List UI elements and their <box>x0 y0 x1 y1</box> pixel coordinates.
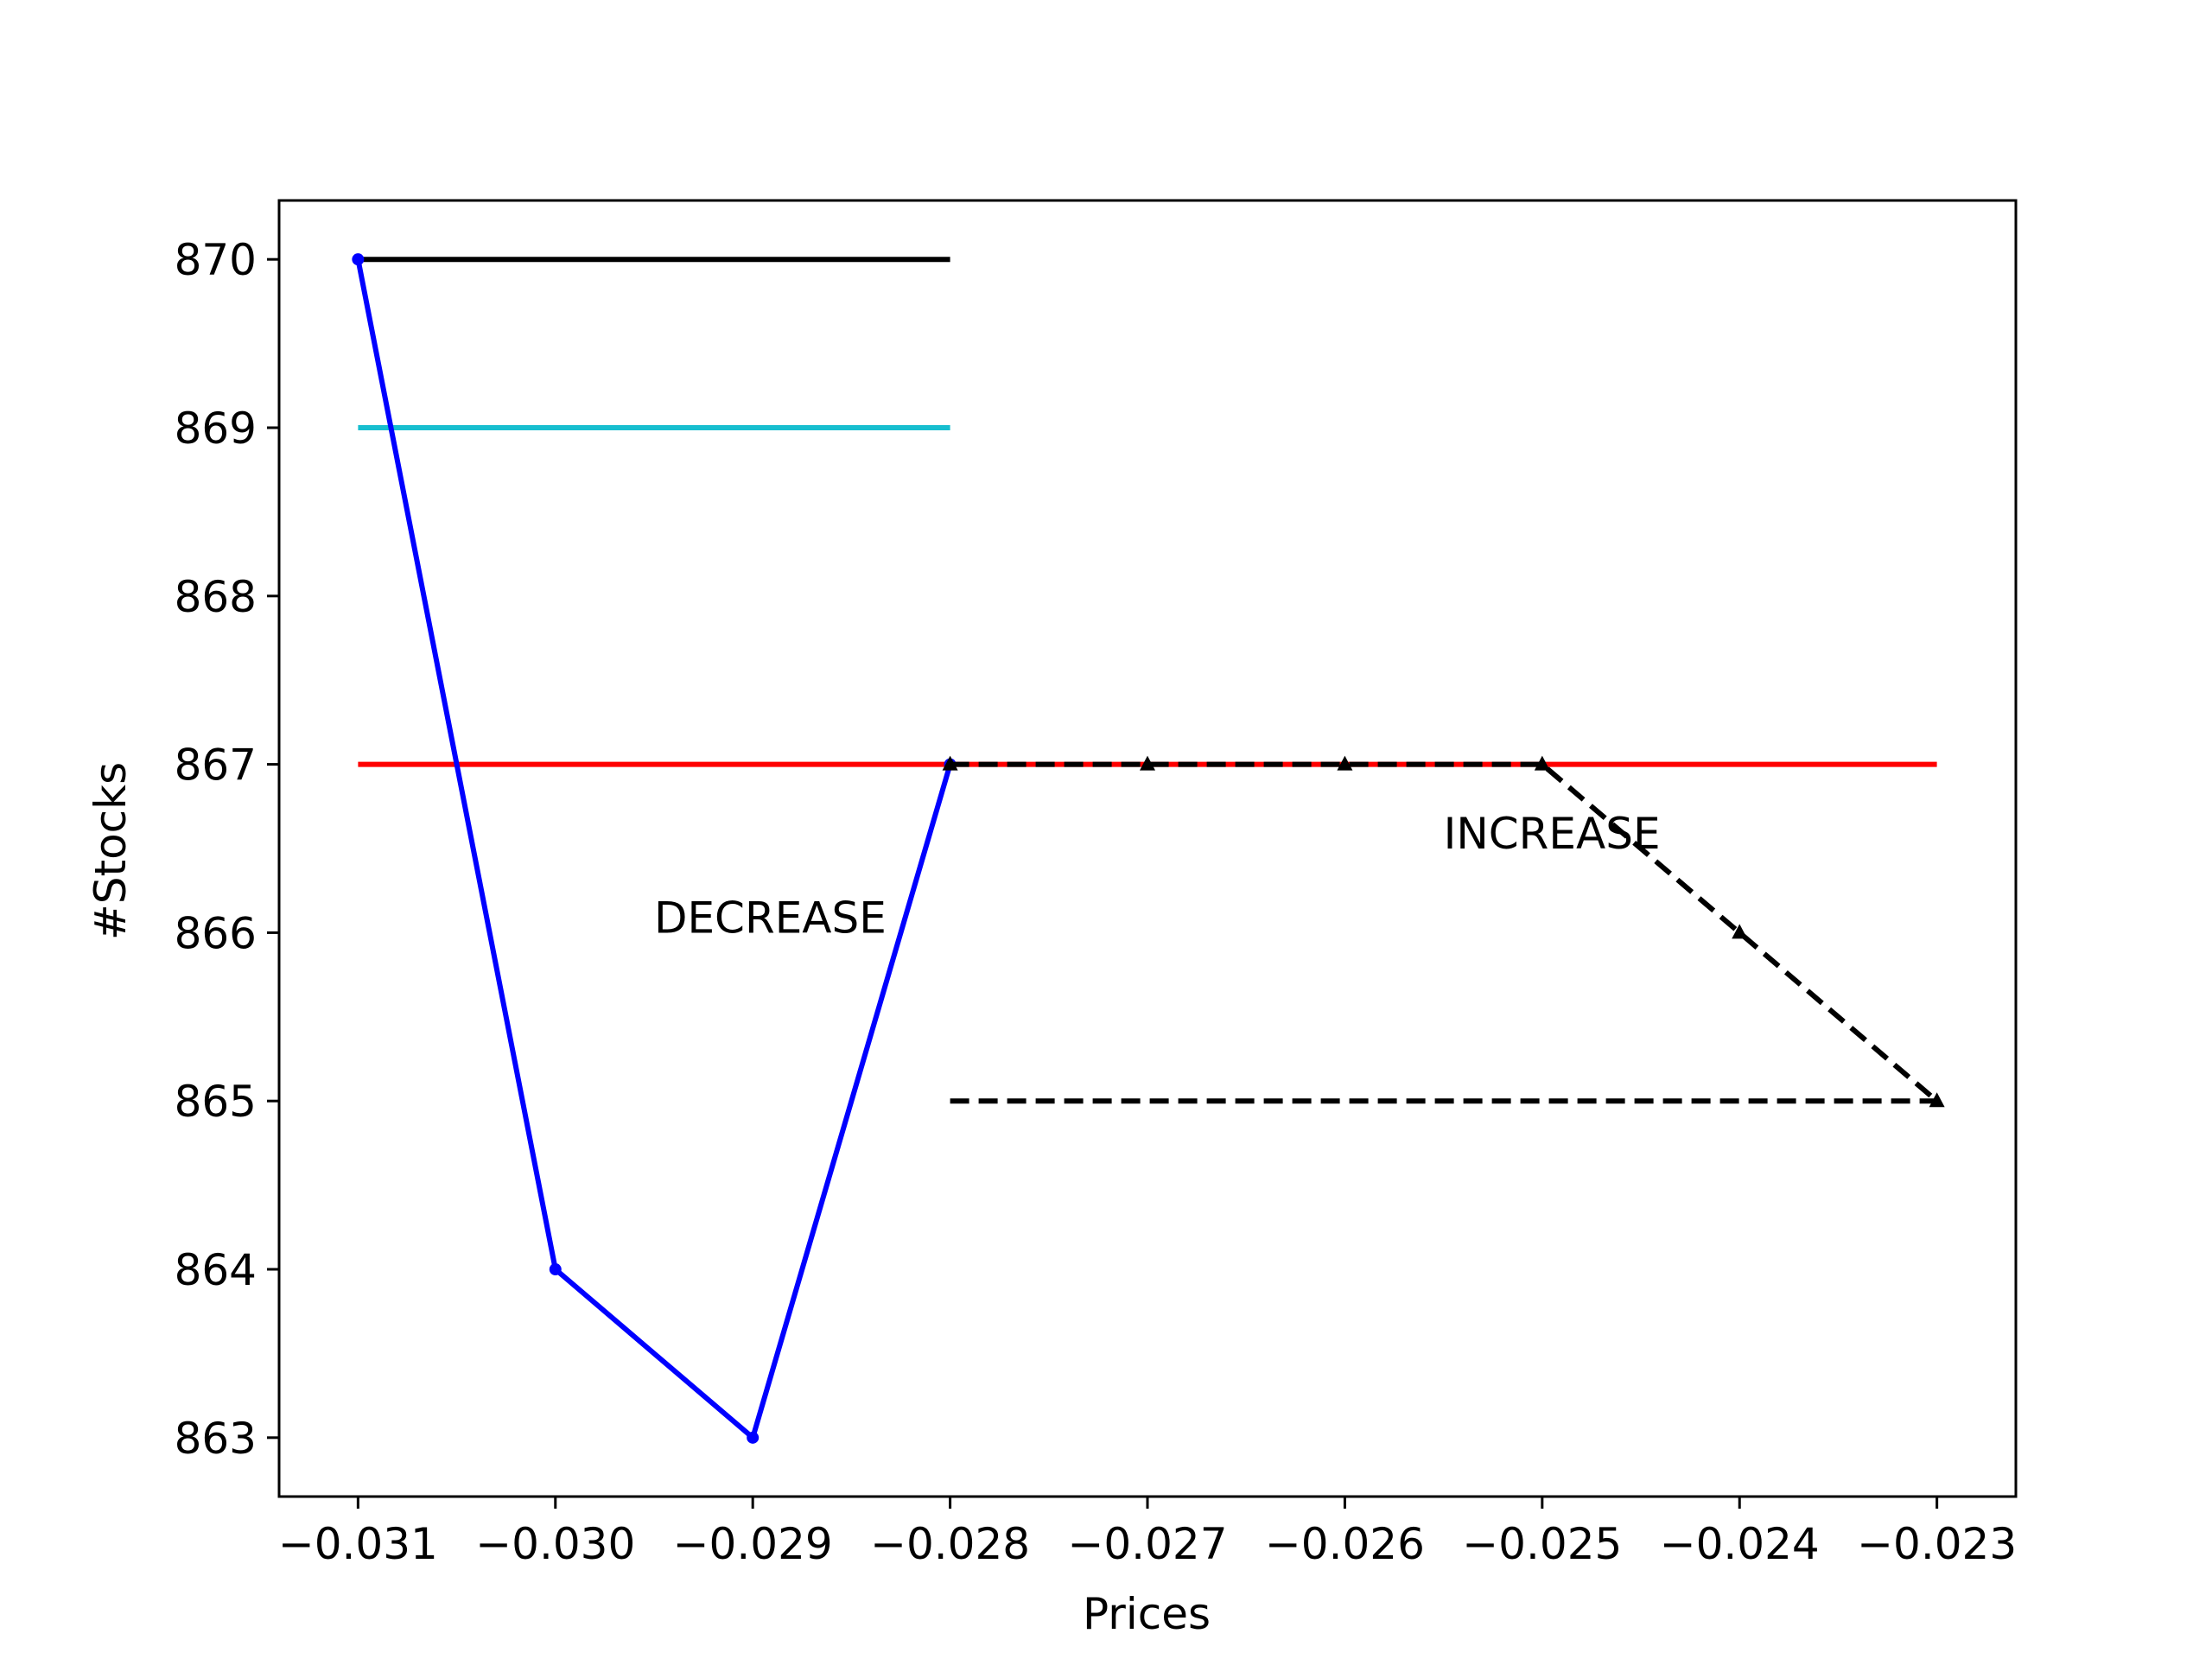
series-4-point <box>942 755 958 771</box>
plot-area: DECREASE INCREASE <box>352 253 1945 1444</box>
series-4-point <box>1337 755 1353 771</box>
series-3-line <box>355 258 953 1440</box>
y-tick-label: 868 <box>175 572 257 622</box>
series-3-point <box>747 1431 760 1444</box>
series-3-point <box>352 253 365 266</box>
series-4-point <box>1140 755 1155 771</box>
x-tick-label: −0.023 <box>1857 1519 2017 1569</box>
plot-frame <box>277 199 2018 1498</box>
y-tick-label: 870 <box>175 235 257 285</box>
series-4-point <box>1534 755 1550 771</box>
x-axis-label: Prices <box>1083 1589 1211 1639</box>
x-tick-label: −0.028 <box>870 1519 1030 1569</box>
series-4-line <box>950 761 1939 1103</box>
y-tick-label: 865 <box>175 1077 257 1127</box>
x-tick-label: −0.029 <box>673 1519 833 1569</box>
y-tick-label: 867 <box>175 741 257 791</box>
x-tick-label: −0.025 <box>1462 1519 1622 1569</box>
x-tick-label: −0.024 <box>1660 1519 1820 1569</box>
y-tick-label: 863 <box>175 1414 257 1464</box>
x-tick-label: −0.026 <box>1265 1519 1425 1569</box>
y-tick-label: 869 <box>175 404 257 454</box>
annotation-increase: INCREASE <box>1444 809 1661 859</box>
x-tick-label: −0.027 <box>1067 1519 1227 1569</box>
y-tick-label: 866 <box>175 908 257 958</box>
series-4-point <box>1732 924 1748 939</box>
y-axis-label: #Stocks <box>86 762 136 940</box>
ticks: −0.031 −0.030 −0.029 −0.028 −0.027 −0.026 −0.0… <box>175 235 2018 1569</box>
x-tick-label: −0.030 <box>475 1519 635 1569</box>
y-tick-label: 864 <box>175 1245 257 1295</box>
series-3-point <box>549 1263 562 1276</box>
x-tick-label: −0.031 <box>278 1519 438 1569</box>
annotation-decrease: DECREASE <box>654 893 887 943</box>
